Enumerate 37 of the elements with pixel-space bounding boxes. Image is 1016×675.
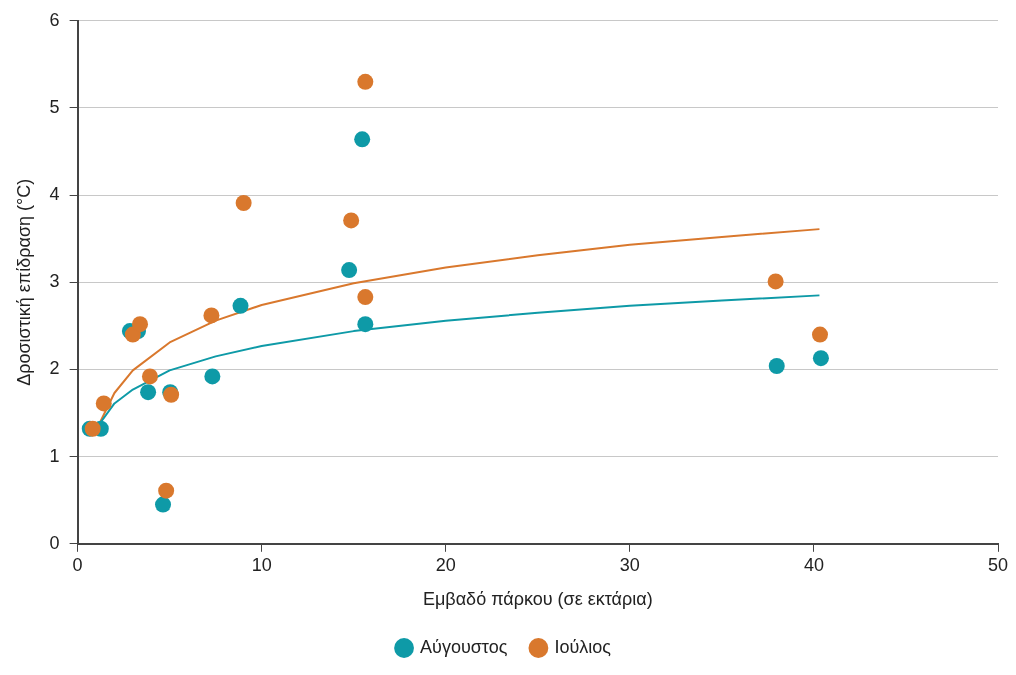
y-tick-label: 4 <box>49 184 60 205</box>
point <box>357 73 374 90</box>
point <box>158 482 175 499</box>
y-tick-label: 1 <box>49 445 60 466</box>
point <box>812 326 828 343</box>
point <box>203 307 220 324</box>
point <box>812 350 829 367</box>
point <box>357 289 374 306</box>
x-tick-label: 50 <box>987 554 1009 575</box>
legend-label: Αύγουστος <box>420 636 508 657</box>
point <box>343 212 360 229</box>
point <box>155 496 172 513</box>
point <box>767 273 784 290</box>
point <box>768 357 785 374</box>
x-tick-label: 30 <box>619 554 640 575</box>
legend-label: Ιούλιος <box>554 636 612 657</box>
y-tick-label: 2 <box>49 358 60 379</box>
point <box>132 316 149 333</box>
point <box>140 384 157 401</box>
y-tick-label: 0 <box>49 532 60 553</box>
point <box>95 395 112 412</box>
x-tick-label: 0 <box>72 554 83 575</box>
x-axis-title: Εμβαδό πάρκου (σε εκτάρια) <box>422 589 653 610</box>
x-tick-label: 40 <box>803 554 824 575</box>
y-tick-label: 3 <box>49 271 60 292</box>
point <box>141 368 158 385</box>
y-tick-label: 6 <box>49 9 60 30</box>
x-tick-label: 10 <box>251 554 272 575</box>
point <box>235 194 252 211</box>
y-tick-label: 5 <box>49 96 60 117</box>
point <box>354 131 371 148</box>
point <box>232 297 249 314</box>
point <box>357 316 374 333</box>
x-tick-label: 20 <box>435 554 456 575</box>
point <box>341 262 358 279</box>
point <box>204 368 221 385</box>
y-axis-title: Δροσιστική επίδραση (°C) <box>13 178 34 386</box>
